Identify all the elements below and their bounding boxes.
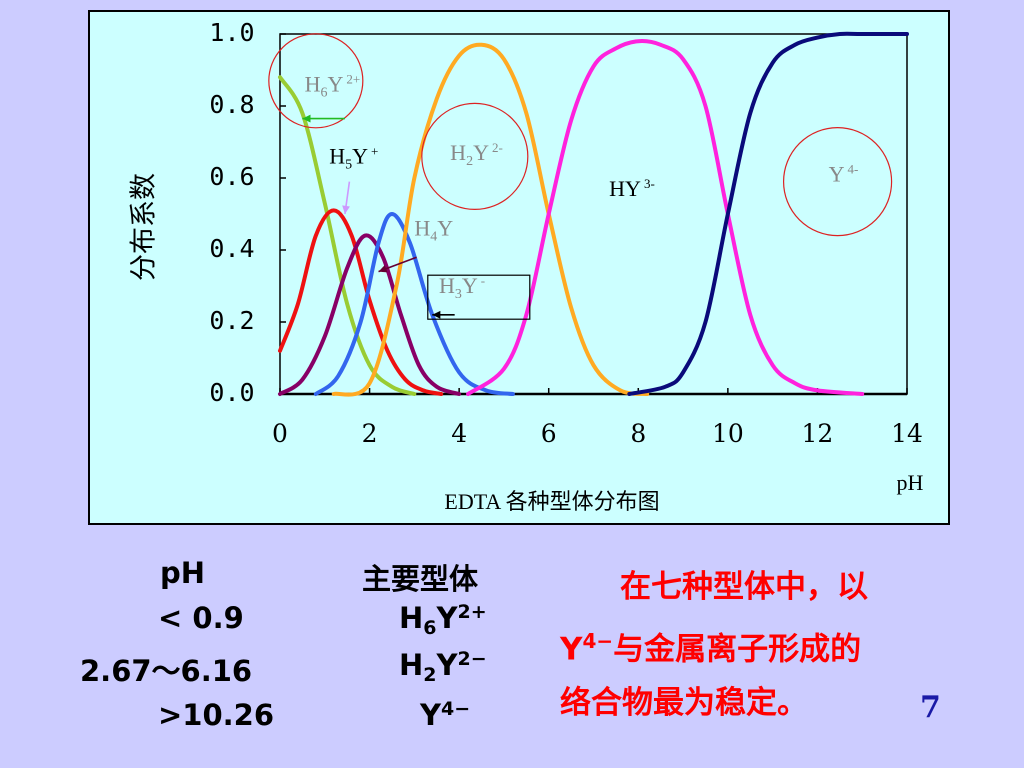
y-tick-label: 0.0 (209, 378, 254, 407)
highlight-circle-h2y (421, 102, 529, 210)
x-tick-label: 14 (891, 419, 923, 448)
h3y-label-box (427, 274, 531, 320)
conclusion-note: 在七种型体中，以 Y4−与金属离子形成的 络合物最为稳定。 (560, 560, 950, 730)
series-label-h4y: H4Y (414, 216, 453, 245)
table-row-1-species: H6Y2+ (399, 601, 487, 639)
x-tick-label: 10 (712, 419, 744, 448)
y-tick-label: 0.2 (209, 306, 254, 335)
x-axis-label: pH (897, 470, 924, 495)
y-axis-ticks: 0.0 0.2 0.4 0.6 0.8 1.0 (209, 18, 286, 407)
arrow-icon-h5y (342, 181, 351, 215)
x-tick-label: 0 (272, 419, 288, 448)
x-tick-label: 4 (451, 419, 467, 448)
table-header-ph: pH (160, 556, 206, 590)
x-tick-label: 2 (362, 419, 378, 448)
y-axis-label: 分布系数 (129, 173, 160, 281)
series-labels: H6Y 2+ H5Y + H2Y 2- HY 3- H4Y H3Y - Y 4- (305, 72, 859, 303)
arrow-head (378, 265, 388, 273)
arrow-head (342, 205, 350, 214)
highlight-circle-y4 (782, 127, 893, 237)
table-row-1-ph: < 0.9 (158, 601, 244, 635)
x-axis-ticks: 0 2 4 6 8 10 12 14 (272, 388, 923, 448)
y-tick-label: 0.6 (209, 162, 254, 191)
arrow-icon-h3y (432, 310, 455, 319)
series-label-hy: HY 3- (609, 176, 655, 201)
series-label-h6y: H6Y 2+ (305, 72, 361, 101)
series-line-h2y2- (331, 42, 650, 397)
series-line-h6y2- (278, 75, 417, 396)
series-label-y4: Y 4- (829, 162, 859, 187)
y-tick-label: 0.8 (209, 90, 254, 119)
series-line-h3y- (313, 212, 515, 396)
arrow-icon-h4y (378, 256, 417, 273)
arrow-head (432, 310, 441, 319)
series-line-hy3- (466, 39, 865, 396)
plot-area (279, 33, 908, 396)
series-line-y4- (627, 31, 909, 396)
table-row-3-species: Y4− (420, 698, 471, 732)
note-line-1: 在七种型体中，以 (620, 569, 868, 605)
chart-caption: EDTA 各种型体分布图 (444, 489, 659, 514)
x-tick-label: 12 (802, 419, 834, 448)
annotation-marks (268, 33, 893, 320)
chart-panel: 0.0 0.2 0.4 0.6 0.8 1.0 0 2 4 6 8 10 12 14 H6Y 2+ H5Y +… (88, 10, 950, 525)
series-lines (278, 31, 909, 397)
x-tick-label: 6 (541, 419, 557, 448)
table-row-2-species: H2Y2− (399, 648, 487, 686)
series-label-h5y: H5Y + (329, 144, 378, 173)
arrow-head (302, 114, 311, 123)
page-number: 7 (920, 690, 941, 725)
table-row-3-ph: >10.26 (158, 698, 275, 732)
distribution-chart: 0.0 0.2 0.4 0.6 0.8 1.0 0 2 4 6 8 10 12 14 H6Y 2+ H5Y +… (129, 18, 924, 514)
table-header-species: 主要型体 (362, 562, 479, 596)
arrow-icon-h6y (302, 114, 345, 123)
series-label-h2y: H2Y 2- (450, 140, 503, 169)
series-line-h5y- (278, 208, 444, 396)
y-tick-label: 1.0 (209, 18, 254, 47)
series-line-h4y (278, 233, 462, 396)
note-line-2: Y4−与金属离子形成的 (560, 629, 862, 668)
x-tick-label: 8 (630, 419, 646, 448)
series-label-h3y: H3Y - (439, 273, 485, 302)
highlight-circle-h6y (268, 33, 364, 129)
table-row-2-ph: 2.67～6.16 (80, 654, 253, 688)
y-tick-label: 0.4 (209, 234, 254, 263)
plot-frame (279, 33, 908, 395)
note-line-3: 络合物最为稳定。 (560, 685, 808, 722)
